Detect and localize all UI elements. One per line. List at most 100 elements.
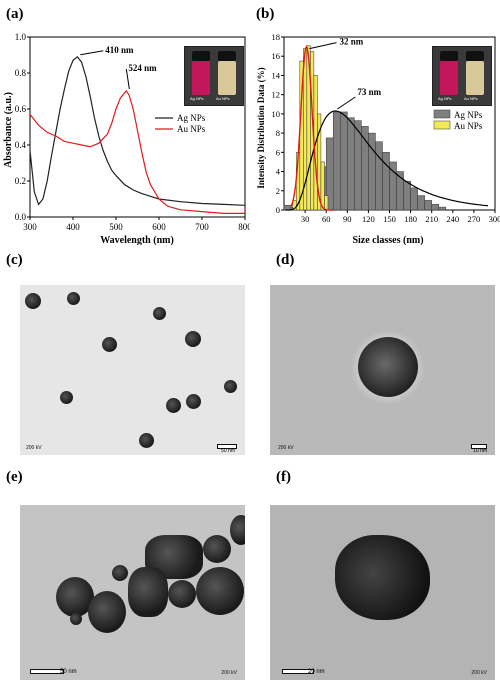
nanoparticle bbox=[335, 535, 430, 620]
uv-xtick-label: 700 bbox=[195, 222, 209, 232]
uv-ylabel: Absorbance (a.u.) bbox=[3, 92, 14, 168]
nanoparticle bbox=[168, 580, 196, 608]
uv-xtick-label: 600 bbox=[152, 222, 166, 232]
uv-series-line bbox=[29, 55, 246, 206]
vial-photo-b: Ag NPs Au NPs bbox=[432, 46, 492, 106]
uv-xtick-label: 400 bbox=[66, 222, 80, 232]
dls-bar bbox=[417, 195, 425, 211]
nanoparticle bbox=[88, 591, 126, 633]
tem-voltage-d: 200 kV bbox=[278, 445, 294, 451]
dls-xtick-label: 30 bbox=[301, 214, 310, 224]
uv-legend-label: Ag NPs bbox=[177, 113, 206, 123]
uv-xtick-label: 300 bbox=[23, 222, 37, 232]
panel-label-d: (d) bbox=[276, 252, 295, 268]
nanoparticle bbox=[25, 293, 41, 309]
uv-xlabel: Wavelength (nm) bbox=[100, 235, 174, 245]
dls-legend-swatch bbox=[433, 109, 451, 119]
dls-annotation-arrow bbox=[337, 96, 356, 110]
nanoparticle bbox=[60, 391, 73, 404]
dls-bar bbox=[340, 111, 348, 211]
tem-voltage-f: 200 kV bbox=[471, 670, 487, 676]
dls-ytick-label: 2 bbox=[276, 186, 280, 196]
dls-ylabel: Intensity Distribution Data (%) bbox=[256, 67, 266, 188]
nanoparticle bbox=[224, 380, 237, 393]
dls-ytick-label: 10 bbox=[272, 109, 281, 119]
dls-ytick-label: 14 bbox=[272, 70, 281, 80]
dls-bar bbox=[403, 180, 411, 211]
panel-label-e: (e) bbox=[6, 469, 23, 485]
nanoparticle bbox=[128, 567, 168, 617]
uv-xtick-label: 500 bbox=[109, 222, 123, 232]
nanoparticle bbox=[203, 535, 231, 563]
dls-bar bbox=[375, 141, 383, 211]
vial-label-ag-b: Ag NPs bbox=[438, 96, 452, 101]
tem-image-e: 50 nm 200 kV bbox=[20, 505, 245, 680]
dls-xtick-label: 120 bbox=[362, 214, 375, 224]
nanoparticle bbox=[166, 398, 181, 413]
uv-plot-frame bbox=[29, 36, 246, 218]
panel-label-c: (c) bbox=[6, 252, 23, 268]
dls-xlabel: Size classes (nm) bbox=[352, 235, 423, 245]
scale-label-d: 10 nm bbox=[473, 448, 487, 454]
size-distribution-chart: 30 60 90 120 150 180 210 240 270 300 0 2 4 6 8 10 12 14 16… bbox=[256, 32, 500, 245]
dls-legend-swatch bbox=[433, 120, 451, 130]
dls-bar bbox=[283, 204, 292, 211]
vial-label-ag: Ag NPs bbox=[190, 96, 204, 101]
nanoparticle bbox=[196, 567, 244, 615]
nanoparticle bbox=[153, 307, 166, 320]
scalebar-d bbox=[471, 444, 487, 449]
scalebar-f bbox=[282, 669, 314, 674]
dls-ytick-label: 12 bbox=[272, 90, 281, 100]
uv-annotation: 410 nm bbox=[105, 45, 134, 55]
dls-fit-curve-ag bbox=[285, 110, 489, 211]
panel-label-a: (a) bbox=[6, 6, 24, 22]
tem-image-f: 20 nm 200 kV bbox=[270, 505, 495, 680]
uv-ytick-label: 0.8 bbox=[15, 68, 27, 78]
dls-ytick-label: 4 bbox=[276, 167, 281, 177]
nanoparticle bbox=[186, 394, 201, 409]
nanoparticle bbox=[358, 337, 418, 397]
dls-xtick-label: 270 bbox=[468, 214, 481, 224]
dls-bar bbox=[382, 152, 390, 211]
dls-ytick-label: 6 bbox=[276, 147, 280, 157]
uv-ytick-label: 0.6 bbox=[15, 104, 27, 114]
dls-fit-curve-au bbox=[290, 45, 334, 211]
dls-annotation-arrow bbox=[309, 42, 337, 50]
uv-ytick-label: 1.0 bbox=[15, 32, 27, 42]
dls-legend-label: Ag NPs bbox=[454, 110, 483, 120]
dls-bar bbox=[410, 187, 418, 211]
nanoparticle bbox=[230, 515, 245, 545]
dls-bar bbox=[347, 117, 355, 211]
dls-xtick-label: 150 bbox=[383, 214, 396, 224]
nanoparticle bbox=[139, 433, 154, 448]
uv-legend-label: Au NPs bbox=[177, 124, 206, 134]
scalebar-e bbox=[30, 669, 64, 674]
dls-xtick-label: 180 bbox=[404, 214, 417, 224]
dls-xtick-label: 240 bbox=[446, 214, 459, 224]
nanoparticle bbox=[102, 337, 117, 352]
uv-series-line bbox=[29, 90, 245, 214]
tem-voltage-e: 200 kV bbox=[221, 670, 237, 676]
panel-label-f: (f) bbox=[276, 469, 291, 485]
vial-label-au-b: Au NPs bbox=[464, 96, 478, 101]
uv-annotation-arrow bbox=[125, 68, 130, 90]
dls-annotation: 32 nm bbox=[340, 37, 364, 47]
dls-annotation: 73 nm bbox=[357, 87, 381, 97]
vial-label-au: Au NPs bbox=[216, 96, 230, 101]
nanoparticle bbox=[112, 565, 128, 581]
dls-bar bbox=[320, 161, 325, 211]
dls-ytick-label: 8 bbox=[276, 128, 280, 138]
scale-label-f: 20 nm bbox=[308, 669, 325, 675]
nanoparticle bbox=[185, 331, 201, 347]
tem-image-d: 200 kV 10 nm bbox=[270, 285, 495, 455]
dls-bar bbox=[431, 203, 439, 211]
dls-bar bbox=[424, 200, 432, 211]
dls-ytick-label: 18 bbox=[272, 32, 281, 42]
panel-label-b: (b) bbox=[256, 6, 275, 22]
uv-xtick-label: 800 bbox=[238, 222, 250, 232]
dls-bar bbox=[332, 111, 341, 211]
uv-ytick-label: 0.0 bbox=[15, 212, 27, 222]
vial-photo-a: Ag NPs Au NPs bbox=[184, 46, 244, 106]
scalebar-c bbox=[217, 444, 237, 449]
uv-vis-chart: 300 400 500 600 700 800 0.0 0.2 0.4 0.6 0.8 1.0 Ag N… bbox=[3, 32, 250, 245]
